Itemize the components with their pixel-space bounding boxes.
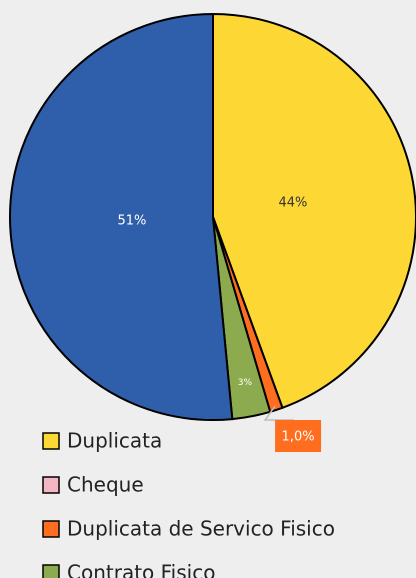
data-label: 1,0% (282, 430, 315, 445)
legend-label: Duplicata (67, 429, 162, 453)
data-label: 51% (117, 213, 146, 228)
legend-swatch (42, 520, 60, 538)
legend-swatch (42, 476, 60, 494)
pie-slice (9, 12, 234, 421)
legend-label: Contrato Fisico (67, 561, 215, 578)
pie-slice (212, 12, 416, 410)
data-label: 3% (238, 378, 253, 388)
legend-label: Cheque (67, 473, 144, 497)
label-box (275, 420, 322, 453)
legend-swatch (42, 564, 60, 578)
legend-swatch (42, 432, 60, 450)
data-label: 44% (279, 195, 308, 210)
legend-label: Duplicata de Servico Fisico (67, 517, 335, 541)
